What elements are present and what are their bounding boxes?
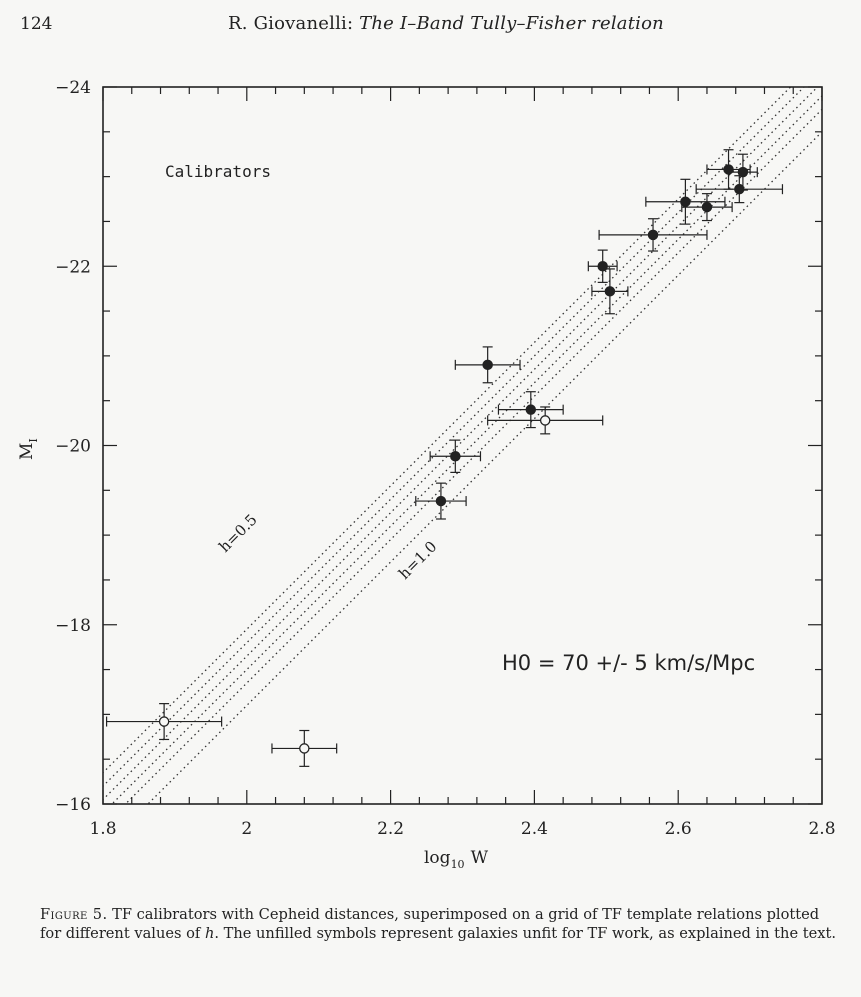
caption-text-2: . The unfilled symbols represent galaxie… (214, 925, 836, 942)
filled-marker (525, 404, 537, 415)
grid-line-5 (103, 87, 792, 774)
calibrator-point-0 (454, 346, 521, 384)
caption-text-1: TF calibrators with Cepheid distances, s… (40, 906, 820, 942)
grid-line-3 (103, 87, 819, 801)
filled-marker (734, 183, 745, 195)
calibrator-point-7 (645, 178, 726, 225)
tick-labels: 1.8 2 2.2 2.4 2.6 2.8 −24 −22 −20 −18 −16 (55, 78, 835, 839)
figure-caption: Figure 5. TF calibrators with Cepheid di… (40, 905, 840, 943)
calibrator-point-10 (727, 153, 758, 191)
x-tick-label: 1.8 (89, 819, 116, 839)
calibrator-point-8 (681, 193, 733, 222)
calibrator-point-1 (497, 391, 564, 429)
grid-label-0: h=0.5 (215, 511, 260, 556)
filled-marker (482, 359, 493, 371)
unfit-point-2 (271, 729, 338, 767)
y-tick-label: −24 (55, 78, 91, 98)
open-marker (539, 415, 551, 426)
grid-line-4 (103, 87, 805, 787)
running-head: 124 R. Giovanelli: The I–Band Tully–Fish… (0, 8, 861, 38)
x-tick-label: 2.4 (521, 819, 548, 839)
x-tick-label: 2.2 (377, 819, 404, 839)
header-author: R. Giovanelli: (228, 13, 354, 34)
x-axis-label-main: log (424, 848, 451, 868)
y-axis-label-main: M (17, 443, 37, 460)
grid-line-0 (147, 130, 822, 804)
unfit-point-1 (105, 703, 223, 741)
x-axis-label: log10 W (424, 848, 489, 871)
y-tick-label: −20 (55, 437, 91, 457)
filled-marker (604, 286, 616, 297)
x-axis-label-sub: 10 (451, 858, 465, 871)
calibrator-point-3 (415, 482, 467, 520)
data-points (105, 149, 784, 767)
x-tick-label: 2.6 (665, 819, 692, 839)
header-paper-title: The I–Band Tully–Fisher relation (359, 13, 664, 34)
open-marker (299, 743, 310, 754)
y-axis-label: MI (17, 438, 40, 460)
calibrator-point-5 (591, 268, 629, 315)
grid-labels: h=0.5 h=1.0 (215, 511, 440, 583)
filled-marker (680, 196, 691, 207)
filled-marker (701, 201, 713, 213)
x-tick-label: 2 (241, 819, 252, 839)
tully-fisher-figure: 1.8 2 2.2 2.4 2.6 2.8 −24 −22 −20 −18 −16 h=0.5 h=1… (17, 78, 836, 871)
caption-h: h (204, 925, 215, 942)
hubble-constant-annotation: H0 = 70 +/- 5 km/s/Mpc (502, 651, 755, 675)
filled-marker (450, 451, 461, 462)
caption-label: Figure 5. (40, 906, 108, 923)
y-tick-label: −22 (55, 257, 91, 277)
axis-ticks (102, 86, 823, 805)
running-title: R. Giovanelli: The I–Band Tully–Fisher r… (228, 13, 664, 34)
grid-line-2 (111, 95, 822, 804)
calibrator-point-11 (695, 175, 784, 204)
calibrator-point-2 (429, 439, 482, 473)
open-marker (158, 716, 170, 727)
x-tick-label: 2.8 (808, 819, 835, 839)
template-grid (103, 87, 822, 804)
filled-marker (435, 495, 447, 507)
calibrator-point-4 (587, 249, 618, 283)
filled-marker (737, 166, 749, 178)
panel-label: Calibrators (165, 162, 271, 181)
filled-marker (647, 229, 659, 241)
y-tick-label: −16 (55, 795, 91, 815)
grid-line-1 (124, 108, 822, 804)
plot-frame (102, 86, 823, 805)
grid-label-1: h=1.0 (395, 537, 440, 582)
y-axis-label-sub: I (27, 438, 40, 442)
calibrator-point-6 (598, 218, 708, 252)
y-tick-label: −18 (55, 616, 91, 636)
x-axis-label-suffix: W (471, 848, 489, 868)
unfit-point-0 (487, 406, 604, 435)
page-number: 124 (20, 14, 53, 34)
